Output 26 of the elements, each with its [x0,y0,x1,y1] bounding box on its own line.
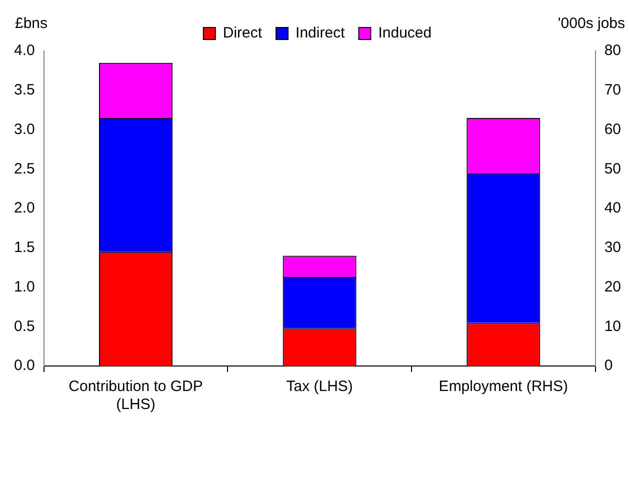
y-tick-label: 2.5 [14,160,35,178]
y2-tick-label: 30 [604,239,622,256]
y-tick-label: 3.5 [14,82,35,99]
y2-tick-label: 60 [604,120,622,138]
y-tick-label: 2.0 [14,200,35,217]
y2-tick-label: 10 [604,318,622,335]
legend-label: Indirect [296,24,346,42]
y2-tick-label: 50 [604,160,622,178]
y2-tick-label: 40 [604,200,622,217]
x-tick-label: Contribution to GDP (LHS) [68,378,203,414]
y2-tick-label: 20 [604,278,622,296]
y-tick-label: 1.5 [14,239,35,256]
y2-tick-label: 80 [604,42,622,60]
y-tick-label: 0.0 [14,357,35,374]
y2-tick-label: 70 [604,82,622,99]
y-tick-label: 4.0 [14,42,35,60]
x-tick-label: Employment (RHS) [438,378,568,396]
legend-label: Induced [378,24,432,42]
y2-axis-title: '000s jobs [558,15,625,32]
y-axis-title: £bns [15,15,48,32]
legend-label: Direct [222,24,263,42]
y-tick-label: 0.5 [14,318,35,335]
y-tick-label: 3.0 [14,120,35,138]
y2-tick-label: 0 [604,357,613,374]
x-tick-label: Tax (LHS) [286,378,353,396]
y-tick-label: 1.0 [14,278,35,296]
